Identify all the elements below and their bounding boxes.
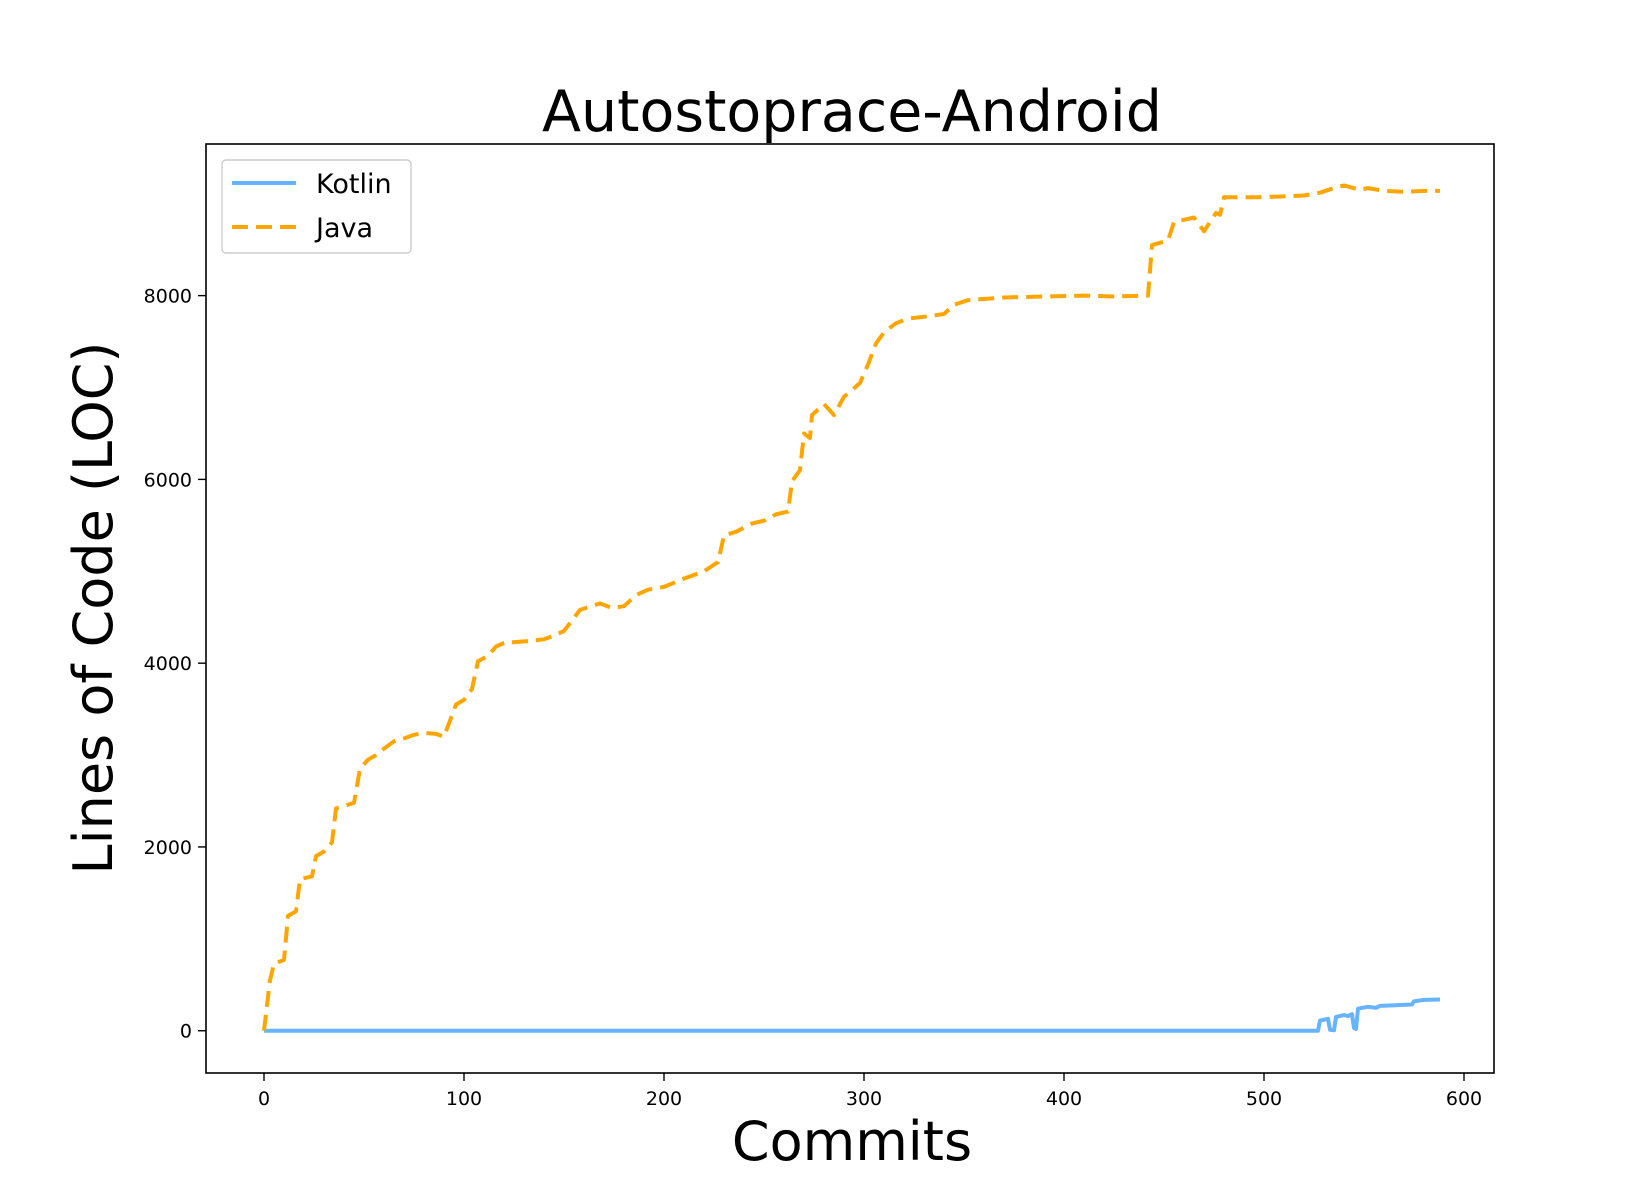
y-tick-label: 2000 [144, 837, 192, 859]
plot-frame [205, 143, 1495, 1074]
y-tick-label: 4000 [144, 653, 192, 675]
y-tick-label: 0 [180, 1021, 192, 1043]
x-tick-label: 100 [446, 1088, 482, 1110]
x-tick-label: 200 [646, 1088, 682, 1110]
legend-label-java: Java [314, 213, 373, 244]
y-tick-label: 8000 [144, 286, 192, 308]
y-tick-label: 6000 [144, 469, 192, 491]
x-tick-label: 0 [258, 1088, 270, 1110]
series-line-kotlin [264, 997, 1441, 1033]
chart-title: Autostoprace-Android [542, 79, 1162, 145]
x-axis-label: Commits [732, 1110, 972, 1173]
x-axis: 0 100 200 300 400 500 600 [258, 1073, 1482, 1110]
x-tick-label: 500 [1246, 1088, 1282, 1110]
x-tick-label: 600 [1446, 1088, 1482, 1110]
legend: Kotlin Java [221, 159, 412, 254]
series-line-java [262, 183, 1440, 1031]
legend-label-kotlin: Kotlin [316, 169, 392, 200]
y-axis: 0 2000 4000 6000 8000 [144, 286, 206, 1043]
x-tick-label: 400 [1046, 1088, 1082, 1110]
plot-series [262, 183, 1441, 1033]
y-axis-label: Lines of Code (LOC) [62, 342, 125, 875]
x-tick-label: 300 [846, 1088, 882, 1110]
